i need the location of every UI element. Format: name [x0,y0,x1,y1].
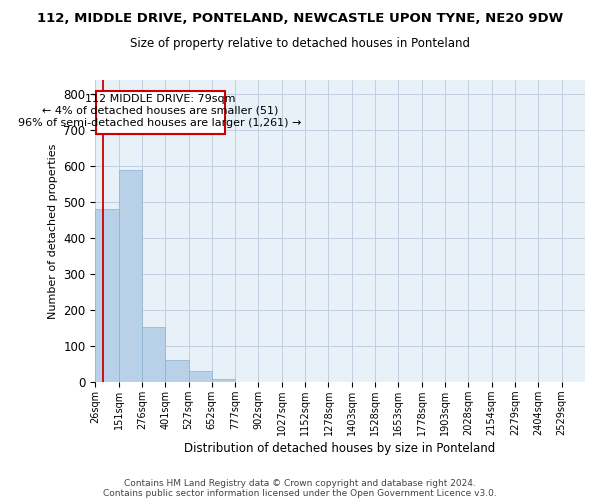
X-axis label: Distribution of detached houses by size in Ponteland: Distribution of detached houses by size … [184,442,496,455]
Text: ← 4% of detached houses are smaller (51): ← 4% of detached houses are smaller (51) [42,106,278,116]
Text: 96% of semi-detached houses are larger (1,261) →: 96% of semi-detached houses are larger (… [18,118,302,128]
FancyBboxPatch shape [97,91,224,134]
Text: 112, MIDDLE DRIVE, PONTELAND, NEWCASTLE UPON TYNE, NE20 9DW: 112, MIDDLE DRIVE, PONTELAND, NEWCASTLE … [37,12,563,26]
Text: Size of property relative to detached houses in Ponteland: Size of property relative to detached ho… [130,38,470,51]
Bar [165,360,188,382]
Bar [119,170,142,382]
Text: Contains HM Land Registry data © Crown copyright and database right 2024.: Contains HM Land Registry data © Crown c… [124,478,476,488]
Bar [142,327,165,382]
Bar [188,371,212,382]
Text: 112 MIDDLE DRIVE: 79sqm: 112 MIDDLE DRIVE: 79sqm [85,94,235,104]
Bar [95,210,119,382]
Y-axis label: Number of detached properties: Number of detached properties [48,143,58,318]
Text: Contains public sector information licensed under the Open Government Licence v3: Contains public sector information licen… [103,488,497,498]
Bar [212,379,235,382]
